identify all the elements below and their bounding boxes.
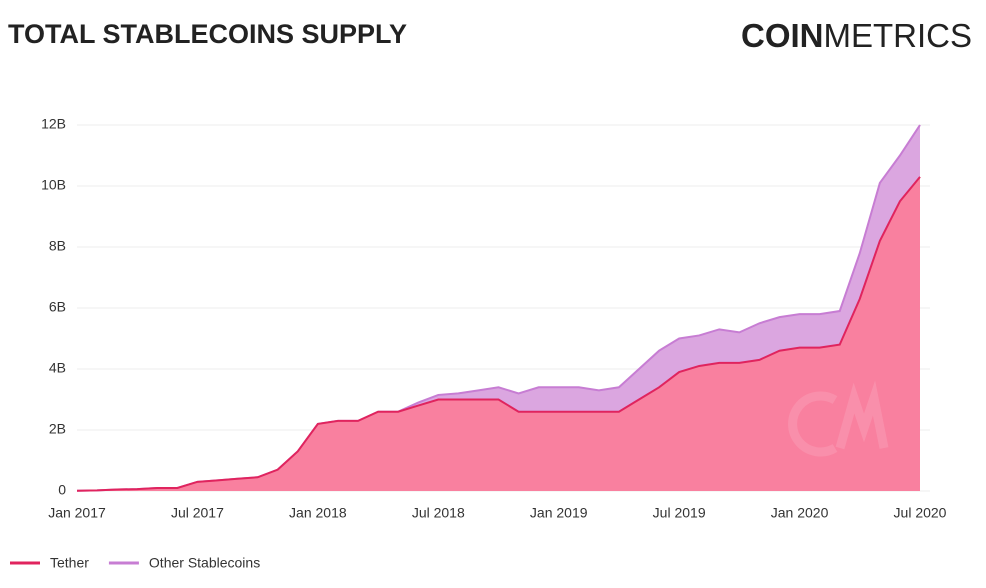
y-tick-label: 8B [49,238,66,254]
y-tick-label: 10B [41,177,66,193]
watermark [788,380,889,457]
y-tick-label: 4B [49,360,66,376]
y-tick-label: 12B [41,116,66,132]
x-tick-label: Jul 2019 [653,505,706,521]
x-tick-label: Jan 2018 [289,505,347,521]
y-tick-label: 0 [58,482,66,498]
logo-light: METRICS [824,17,973,54]
legend-label: Tether [50,555,89,571]
logo-bold: COIN [741,17,824,54]
x-tick-label: Jul 2018 [412,505,465,521]
y-tick-label: 6B [49,299,66,315]
logo: COINMETRICS [741,17,972,54]
x-tick-label: Jan 2020 [771,505,829,521]
plot-area [76,124,930,492]
x-tick-label: Jul 2020 [894,505,947,521]
x-tick-label: Jan 2017 [48,505,106,521]
x-tick-label: Jul 2017 [171,505,224,521]
area [77,176,920,491]
y-tick-label: 2B [49,421,66,437]
line [76,176,921,492]
x-tick-label: Jan 2019 [530,505,588,521]
legend-label: Other Stablecoins [149,555,260,571]
chart-title: TOTAL STABLECOINS SUPPLY [8,19,407,49]
